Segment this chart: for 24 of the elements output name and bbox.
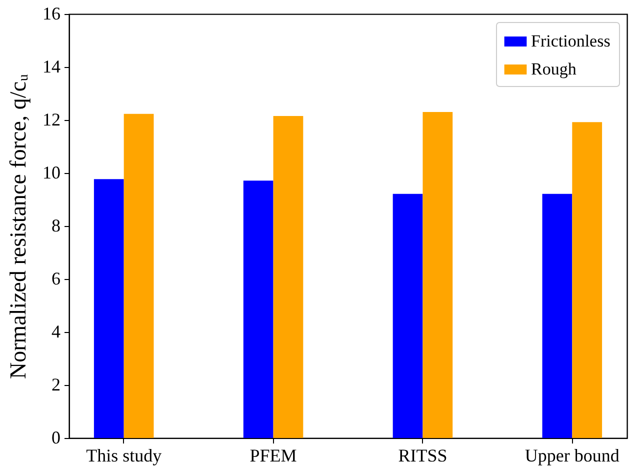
x-tick-label: PFEM xyxy=(250,446,297,466)
y-tick-label: 8 xyxy=(52,216,60,236)
bar xyxy=(273,116,304,438)
y-tick-label: 16 xyxy=(42,4,60,24)
x-tick-label: Upper bound xyxy=(524,446,620,466)
legend-label: Rough xyxy=(531,60,577,78)
y-tick-label: 6 xyxy=(52,268,60,288)
y-tick-label: 2 xyxy=(52,374,60,394)
x-tick-label: RITSS xyxy=(398,446,448,466)
y-tick-label: 12 xyxy=(42,110,60,130)
x-tick-label: This study xyxy=(86,446,162,466)
y-tick-label: 10 xyxy=(42,162,60,182)
bar xyxy=(392,194,423,438)
bar xyxy=(422,112,453,438)
bar xyxy=(572,122,602,438)
legend-label: Frictionless xyxy=(531,32,610,50)
y-axis-title: Normalized resistance force, q/cᵤ xyxy=(6,74,30,380)
y-tick-label: 0 xyxy=(52,428,60,448)
bar xyxy=(94,179,124,438)
bar xyxy=(243,180,274,438)
bar xyxy=(124,114,154,438)
bar xyxy=(542,194,572,438)
y-tick-label: 14 xyxy=(42,56,60,76)
y-tick-label: 4 xyxy=(52,322,60,342)
